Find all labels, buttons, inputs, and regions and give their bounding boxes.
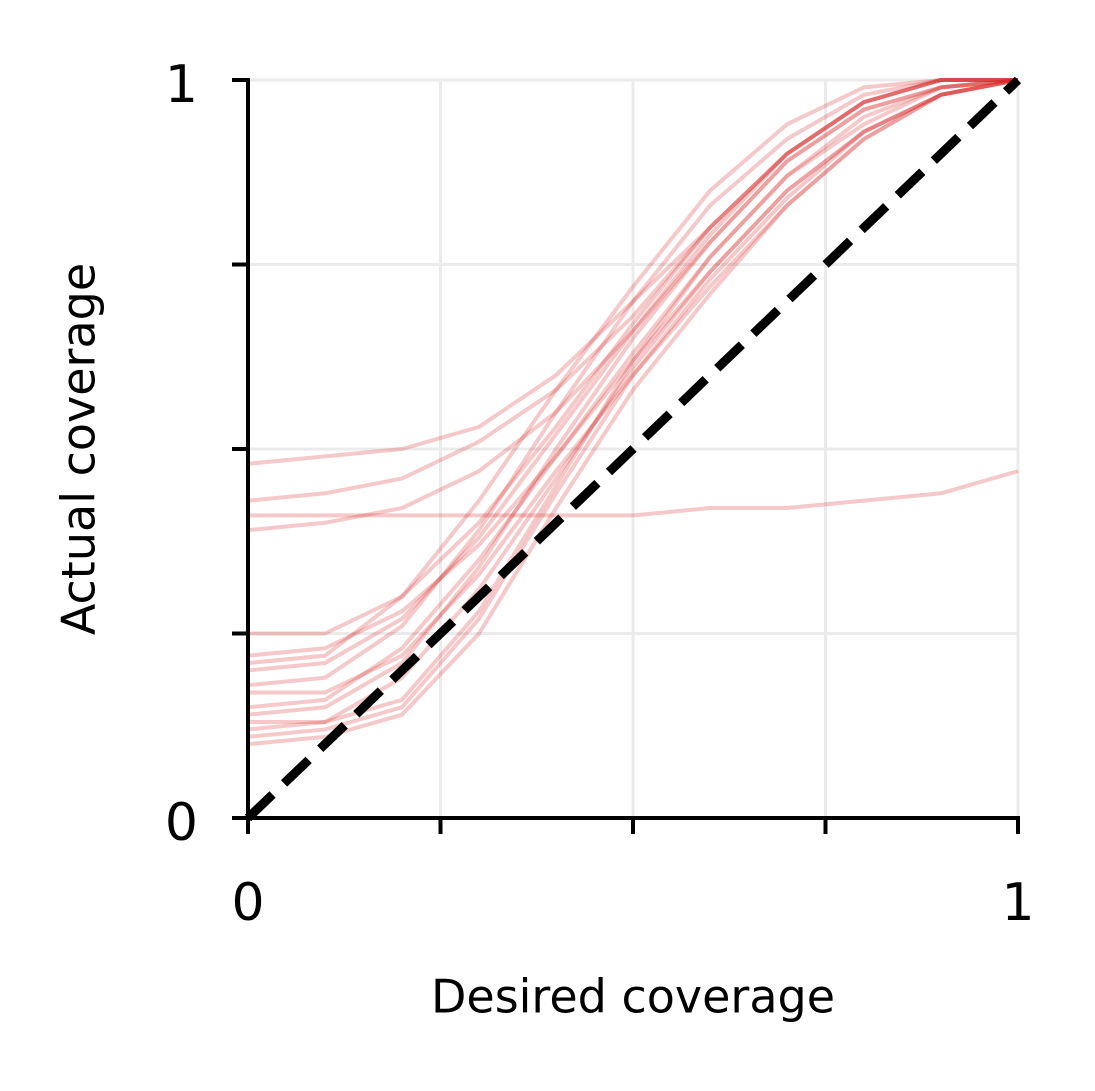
coverage-line: [247, 78, 1019, 533]
coverage-line: [247, 78, 1019, 717]
coverage-line: [247, 78, 1019, 747]
x-axis-label: Desired coverage: [431, 970, 835, 1024]
coverage-line: [247, 78, 1018, 673]
coverage-line: [247, 78, 1019, 710]
coverage-line: [247, 78, 1019, 739]
x-tick-label: 0: [231, 873, 264, 933]
y-tick-label: 1: [165, 55, 198, 115]
y-tick-label: 0: [165, 793, 198, 853]
reference-line: [244, 76, 1022, 822]
coverage-line: [248, 78, 1019, 725]
coverage-line: [247, 78, 1018, 503]
coverage-line: [248, 78, 1018, 636]
y-axis-label: Actual coverage: [52, 263, 106, 635]
coverage-line: [247, 78, 1018, 666]
coverage-line: [248, 469, 1019, 518]
coverage-line: [247, 78, 1018, 688]
x-tick-label: 1: [1001, 873, 1034, 933]
coverage-line: [247, 78, 1018, 466]
coverage-line: [247, 78, 1019, 658]
coverage-line: [248, 78, 1019, 695]
